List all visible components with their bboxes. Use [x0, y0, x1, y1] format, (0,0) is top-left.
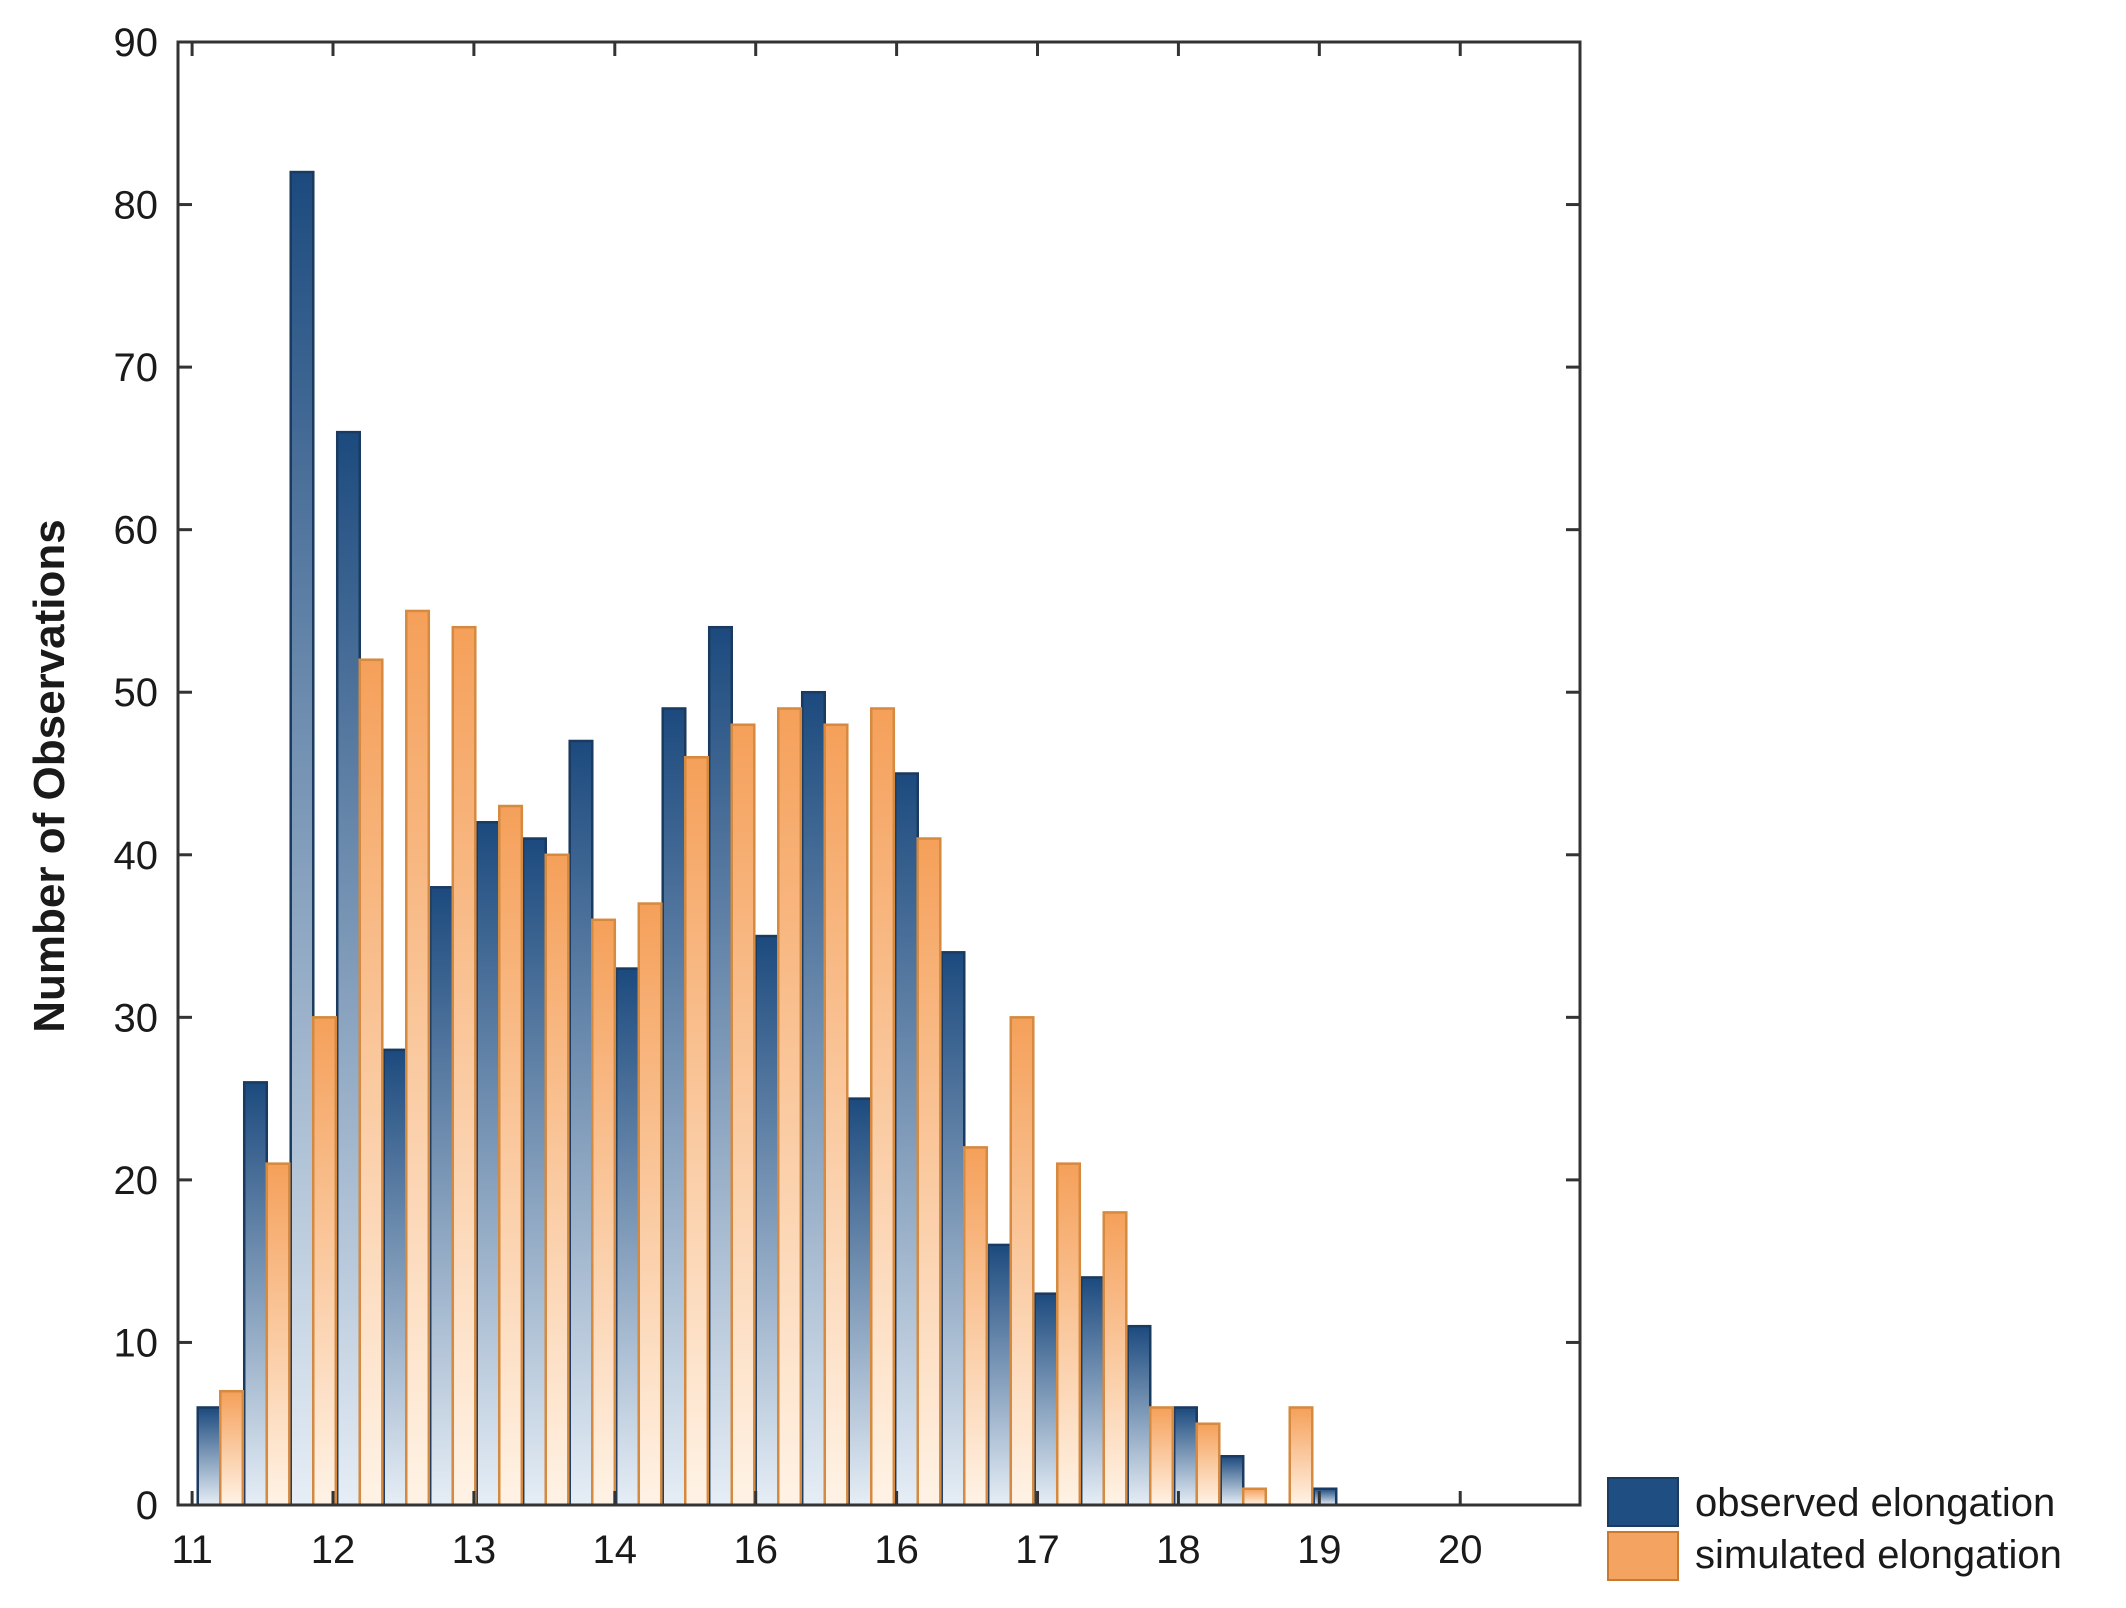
y-tick-label-2: 20 — [114, 1159, 159, 1203]
bar-observed-16 — [940, 951, 966, 1507]
legend-label-simulated: simulated elongation — [1695, 1533, 2062, 1577]
y-tick-label-8: 80 — [114, 184, 159, 228]
bar-observed-21 — [1172, 1406, 1198, 1507]
y-tick-label-6: 60 — [114, 509, 159, 553]
bar-simulated-16 — [962, 1146, 989, 1507]
bar-simulated-22 — [1241, 1487, 1268, 1507]
bar-observed-15 — [893, 772, 919, 1507]
legend-swatch-simulated — [1607, 1531, 1679, 1581]
bar-simulated-8 — [591, 918, 617, 1507]
bar-simulated-7 — [544, 853, 570, 1507]
bar-observed-14 — [847, 1097, 873, 1507]
ticks-layer: 0 10 20 30 40 50 60 70 80 90 11 12 13 14 16 16 17 18 19 20 — [114, 21, 1580, 1572]
bar-simulated-12 — [777, 707, 803, 1507]
x-tick-label-6: 17 — [1015, 1528, 1060, 1572]
bar-observed-10 — [661, 707, 687, 1507]
bar-observed-6 — [475, 821, 501, 1507]
legend: observed elongation simulated elongation — [1607, 1477, 2062, 1581]
bar-observed-7 — [521, 837, 548, 1507]
bar-simulated-14 — [870, 707, 896, 1507]
x-tick-label-1: 12 — [311, 1528, 356, 1572]
bar-simulated-6 — [498, 804, 524, 1507]
bar-simulated-17 — [1009, 1016, 1035, 1507]
bar-observed-18 — [1033, 1292, 1059, 1507]
bar-observed-2 — [289, 170, 315, 1507]
bar-simulated-0 — [219, 1389, 245, 1507]
y-tick-label-0: 0 — [136, 1484, 158, 1528]
x-tick-label-5: 16 — [874, 1528, 919, 1572]
bar-observed-3 — [335, 430, 362, 1507]
bar-observed-17 — [986, 1243, 1012, 1507]
bar-observed-19 — [1079, 1276, 1105, 1507]
x-tick-label-9: 20 — [1438, 1528, 1483, 1572]
legend-label-observed: observed elongation — [1695, 1481, 2055, 1525]
bar-observed-1 — [242, 1081, 269, 1507]
plot-frame — [176, 40, 1582, 1507]
bar-observed-24 — [1312, 1487, 1338, 1507]
y-tick-label-4: 40 — [114, 834, 159, 878]
x-tick-label-4: 16 — [733, 1528, 778, 1572]
x-tick-label-8: 19 — [1297, 1528, 1342, 1572]
bar-simulated-15 — [916, 837, 942, 1507]
bar-simulated-1 — [265, 1162, 291, 1507]
y-tick-label-3: 30 — [114, 996, 159, 1040]
bar-simulated-10 — [684, 755, 710, 1507]
bar-observed-12 — [754, 934, 780, 1507]
bar-observed-20 — [1126, 1324, 1152, 1507]
bar-simulated-9 — [637, 902, 663, 1507]
bar-observed-8 — [568, 739, 594, 1507]
y-tick-label-7: 70 — [114, 346, 159, 390]
x-tick-label-7: 18 — [1156, 1528, 1201, 1572]
bar-observed-13 — [800, 690, 827, 1507]
y-tick-label-5: 50 — [114, 671, 159, 715]
bar-observed-0 — [196, 1406, 222, 1507]
bar-simulated-19 — [1102, 1211, 1128, 1507]
y-tick-label-1: 10 — [114, 1321, 159, 1365]
bar-simulated-21 — [1195, 1422, 1221, 1507]
bar-simulated-3 — [358, 658, 384, 1507]
x-tick-label-2: 13 — [452, 1528, 497, 1572]
bar-simulated-20 — [1148, 1406, 1175, 1507]
bar-simulated-5 — [451, 625, 477, 1507]
y-tick-label-9: 90 — [114, 21, 159, 65]
bar-observed-4 — [382, 1048, 408, 1507]
bar-simulated-18 — [1055, 1162, 1082, 1507]
y-axis-title: Number of Observations — [25, 519, 74, 1032]
bar-observed-11 — [707, 625, 734, 1507]
x-tick-label-3: 14 — [593, 1528, 638, 1572]
bar-simulated-2 — [312, 1016, 338, 1507]
bar-observed-9 — [614, 967, 641, 1507]
bar-simulated-13 — [823, 723, 849, 1507]
x-tick-label-0: 11 — [171, 1528, 213, 1572]
bar-simulated-4 — [405, 609, 431, 1507]
bar-observed-22 — [1219, 1454, 1245, 1507]
bar-observed-5 — [428, 886, 455, 1507]
bars-layer — [196, 170, 1338, 1507]
bar-simulated-23 — [1288, 1406, 1314, 1507]
legend-swatch-observed — [1607, 1477, 1679, 1527]
bar-simulated-11 — [730, 723, 756, 1507]
